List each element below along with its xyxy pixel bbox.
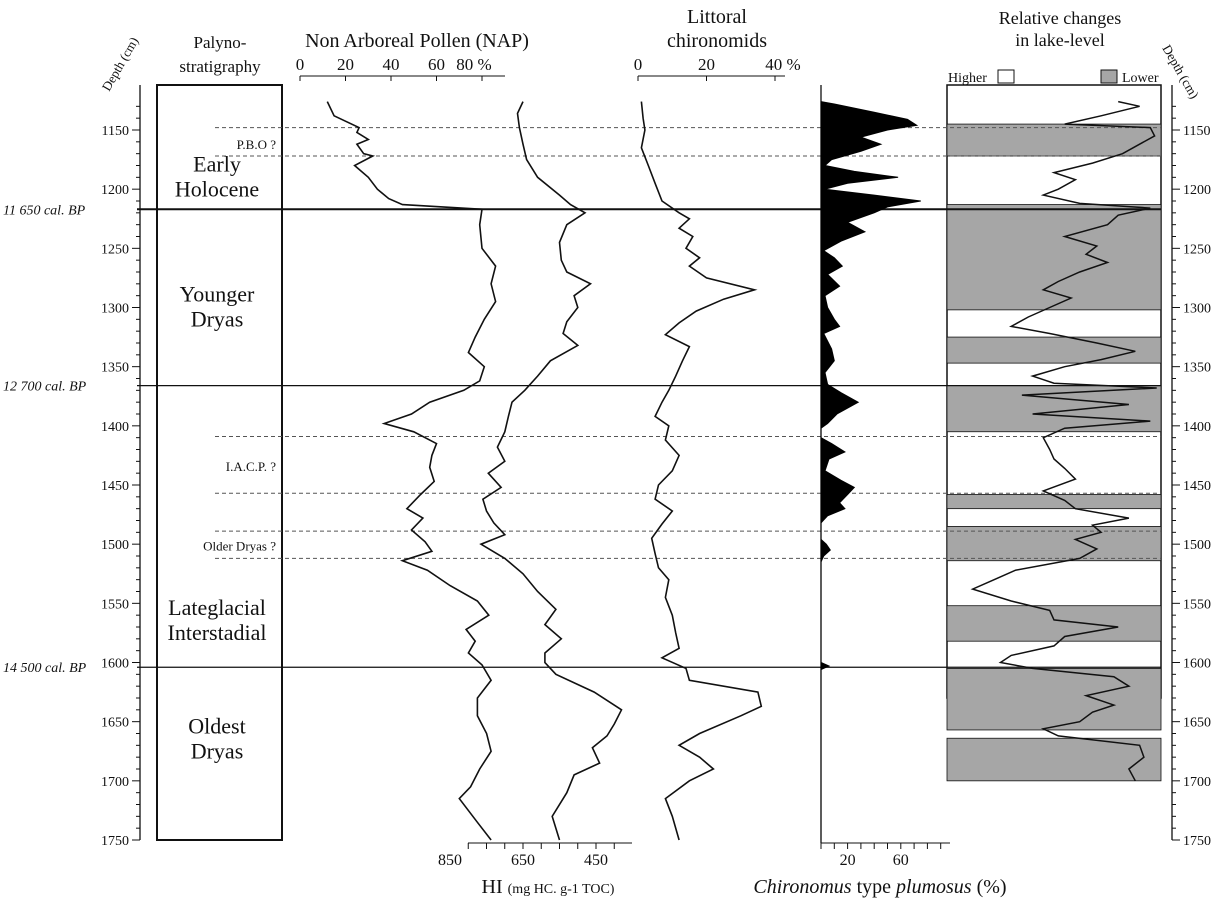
left-depth-tick-label: 1750 [101, 834, 129, 849]
nap-tick-label: 20 [337, 55, 354, 74]
lake-lower-band [946, 385, 1162, 433]
palyno-zone-label: Dryas [191, 307, 244, 332]
right-depth-tick-label: 1250 [1183, 242, 1211, 257]
lake-lower-band [946, 123, 1162, 157]
palyno-box [156, 84, 283, 841]
right-depth-tick-label: 1450 [1183, 479, 1211, 494]
left-depth-tick-label: 1200 [101, 183, 129, 198]
chironomids-title-line1: Littoral [687, 6, 747, 28]
plumosus-label-mid: type [852, 876, 896, 898]
palyno-zone-label: Holocene [175, 176, 259, 201]
palyno-zone-label: Younger [180, 282, 255, 307]
lake-title-line1: Relative changes [999, 8, 1121, 28]
lake-lower-band [946, 737, 1162, 782]
palyno-zone-label: Early [193, 151, 241, 176]
boundary-label: 11 650 cal. BP [3, 203, 86, 218]
plumosus-label-italic2: plumosus [894, 876, 972, 898]
palyno-event-label: I.A.C.P. ? [226, 459, 276, 474]
left-depth-tick-label: 1300 [101, 302, 129, 317]
palyno-zone-label: Interstadial [168, 620, 267, 645]
right-depth-tick-label: 1300 [1183, 302, 1211, 317]
palyno-header-line2: stratigraphy [179, 57, 261, 76]
plumosus-axis-caption: Chironomus type plumosus (%) [753, 876, 1006, 898]
right-depth-tick-label: 1200 [1183, 183, 1211, 198]
left-depth-axis-label: Depth (cm) [99, 34, 142, 93]
left-depth-tick-label: 1250 [101, 242, 129, 257]
lake-title-line2: in lake-level [1015, 30, 1104, 50]
lake-lower-band [946, 204, 1162, 311]
lake-level-curve [970, 100, 1157, 782]
chironomids-tick-label: 0 [634, 55, 643, 74]
hi-axis-caption: HI (mg HC. g-1 TOC) [482, 876, 615, 898]
left-depth-tick-label: 1450 [101, 479, 129, 494]
chironomids-title-line2: chironomids [667, 30, 767, 52]
legend-lower-swatch [1100, 69, 1118, 84]
nap-tick-label: 40 [383, 55, 400, 74]
palyno-zone-label: Dryas [191, 738, 244, 763]
hi-tick-label: 650 [511, 852, 535, 869]
chironomids-curve [640, 101, 763, 841]
left-depth-tick-label: 1350 [101, 361, 129, 376]
right-depth-tick-label: 1550 [1183, 597, 1211, 612]
right-depth-tick-label: 1600 [1183, 657, 1211, 672]
plumosus-tick-label: 60 [893, 852, 909, 869]
palyno-event-label: P.B.O ? [237, 137, 277, 152]
palyno-header-line1: Palyno- [194, 33, 247, 52]
hi-tick-label: 450 [584, 852, 608, 869]
hi-unit: (mg HC. g-1 TOC) [508, 882, 615, 897]
plumosus-tick-label: 20 [840, 852, 856, 869]
right-depth-tick-label: 1750 [1183, 834, 1211, 849]
left-depth-tick-label: 1550 [101, 597, 129, 612]
nap-curve [326, 101, 497, 841]
lake-lower-band [946, 494, 1162, 510]
chironomids-tick-label: 40 % [765, 55, 800, 74]
lake-lower-band [946, 605, 1162, 642]
palyno-zone-label: Lateglacial [168, 595, 266, 620]
right-depth-tick-label: 1700 [1183, 775, 1211, 790]
hi-tick-label: 850 [438, 852, 462, 869]
boundary-label: 14 500 cal. BP [3, 661, 87, 676]
legend-lower-label: Lower [1122, 71, 1159, 86]
right-depth-tick-label: 1650 [1183, 716, 1211, 731]
plumosus-label-italic1: Chironomus [753, 876, 851, 898]
left-depth-tick-label: 1150 [102, 124, 129, 139]
nap-tick-label: 60 [428, 55, 445, 74]
left-depth-tick-label: 1650 [101, 716, 129, 731]
nap-title: Non Arboreal Pollen (NAP) [305, 30, 529, 52]
right-depth-tick-label: 1400 [1183, 420, 1211, 435]
right-depth-axis-label: Depth (cm) [1159, 42, 1202, 101]
nap-tick-label: 0 [296, 55, 305, 74]
hi-curve [479, 101, 623, 841]
left-depth-tick-label: 1500 [101, 538, 129, 553]
lake-lower-band [946, 336, 1162, 364]
legend-higher-label: Higher [948, 71, 987, 86]
legend-higher-swatch [997, 69, 1015, 84]
left-depth-tick-label: 1400 [101, 420, 129, 435]
right-depth-tick-label: 1150 [1183, 124, 1210, 139]
left-depth-tick-label: 1700 [101, 775, 129, 790]
lake-lower-band [946, 526, 1162, 562]
chironomids-tick-label: 20 [698, 55, 715, 74]
right-depth-tick-label: 1500 [1183, 538, 1211, 553]
palyno-zone-label: Oldest [188, 713, 245, 738]
right-depth-tick-label: 1350 [1183, 361, 1211, 376]
plumosus-label-end: (%) [972, 876, 1007, 898]
nap-tick-label: 80 % [456, 55, 491, 74]
palyno-event-label: Older Dryas ? [203, 538, 276, 553]
boundary-label: 12 700 cal. BP [3, 380, 87, 395]
plumosus-area [820, 101, 921, 840]
left-depth-tick-label: 1600 [101, 657, 129, 672]
lake-lower-band [946, 668, 1162, 731]
hi-label: HI [482, 876, 503, 898]
